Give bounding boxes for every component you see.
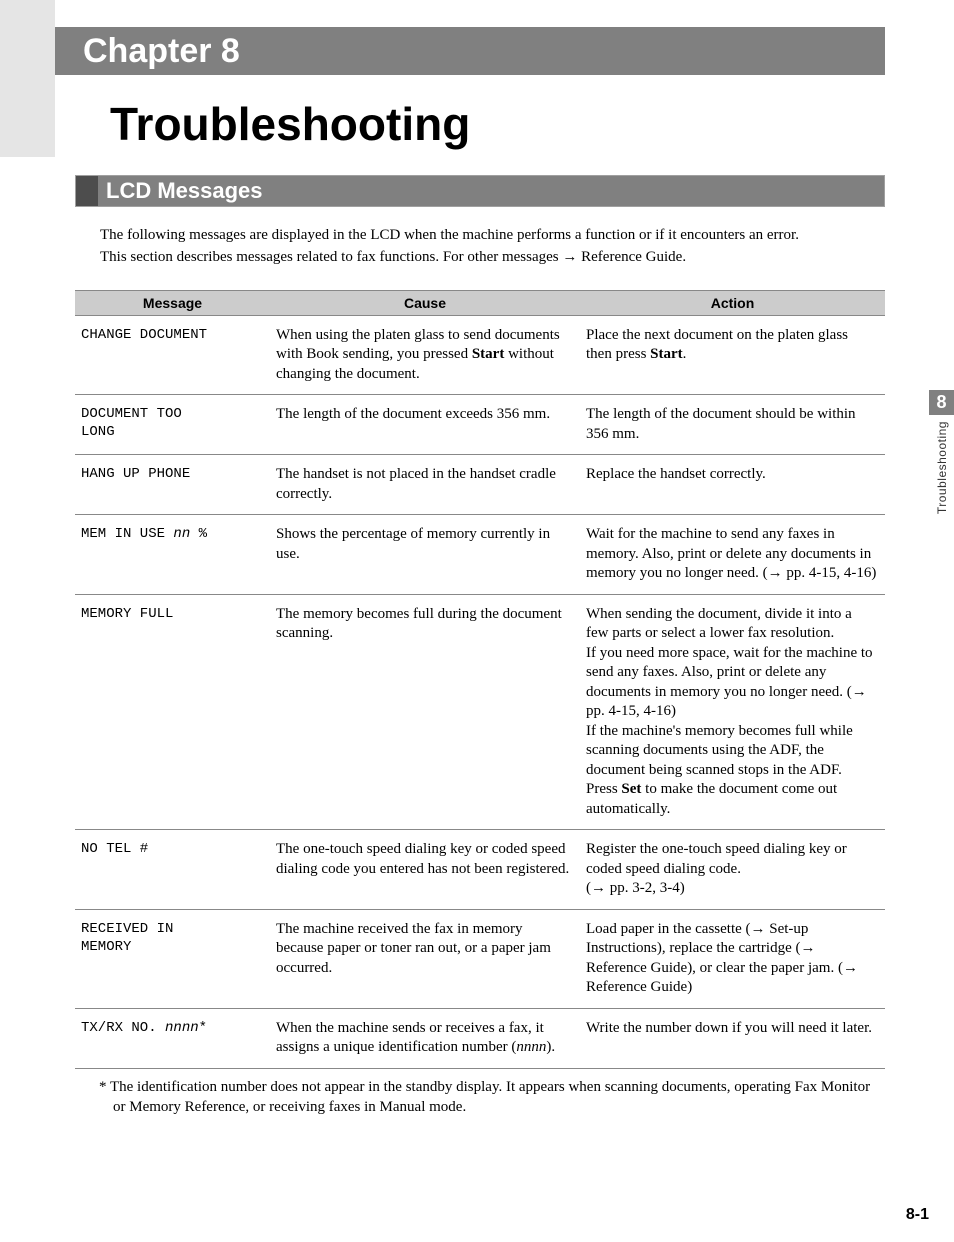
section-intro: The following messages are displayed in … — [75, 225, 885, 268]
chapter-label: Chapter 8 — [55, 27, 885, 75]
side-tab-number: 8 — [929, 390, 954, 415]
cell-cause: The one-touch speed dialing key or coded… — [270, 830, 580, 910]
cell-message: MEM IN USE nn % — [75, 515, 270, 595]
cell-action: Place the next document on the platen gl… — [580, 315, 885, 395]
cell-message: CHANGE DOCUMENT — [75, 315, 270, 395]
table-row: TX/RX NO. nnnn*When the machine sends or… — [75, 1008, 885, 1068]
col-action: Action — [580, 290, 885, 315]
cell-message: RECEIVED IN MEMORY — [75, 909, 270, 1008]
cell-cause: When using the platen glass to send docu… — [270, 315, 580, 395]
table-row: HANG UP PHONEThe handset is not placed i… — [75, 455, 885, 515]
col-message: Message — [75, 290, 270, 315]
table-row: DOCUMENT TOO LONGThe length of the docum… — [75, 395, 885, 455]
cell-cause: The memory becomes full during the docum… — [270, 594, 580, 830]
cell-action: The length of the document should be wit… — [580, 395, 885, 455]
table-row: NO TEL #The one-touch speed dialing key … — [75, 830, 885, 910]
chapter-title: Troubleshooting — [55, 75, 885, 151]
cell-message: NO TEL # — [75, 830, 270, 910]
cell-action: Register the one-touch speed dialing key… — [580, 830, 885, 910]
cell-message: HANG UP PHONE — [75, 455, 270, 515]
table-row: RECEIVED IN MEMORYThe machine received t… — [75, 909, 885, 1008]
col-cause: Cause — [270, 290, 580, 315]
table-row: MEM IN USE nn %Shows the percentage of m… — [75, 515, 885, 595]
side-tab-text: Troubleshooting — [935, 421, 949, 514]
page-content: LCD Messages The following messages are … — [75, 175, 885, 1117]
cell-action: Replace the handset correctly. — [580, 455, 885, 515]
cell-cause: When the machine sends or receives a fax… — [270, 1008, 580, 1068]
cell-cause: Shows the percentage of memory currently… — [270, 515, 580, 595]
cell-action: When sending the document, divide it int… — [580, 594, 885, 830]
chapter-header: Chapter 8 Troubleshooting — [55, 27, 885, 151]
cell-action: Load paper in the cassette (→ Set-up Ins… — [580, 909, 885, 1008]
cell-action: Write the number down if you will need i… — [580, 1008, 885, 1068]
table-header-row: Message Cause Action — [75, 290, 885, 315]
cell-message: DOCUMENT TOO LONG — [75, 395, 270, 455]
intro-line-2: This section describes messages related … — [100, 247, 885, 267]
messages-table: Message Cause Action CHANGE DOCUMENTWhen… — [75, 290, 885, 1069]
table-row: MEMORY FULLThe memory becomes full durin… — [75, 594, 885, 830]
section-heading-square — [76, 176, 98, 206]
section-heading-text: LCD Messages — [98, 176, 884, 206]
cell-cause: The machine received the fax in memory b… — [270, 909, 580, 1008]
cell-message: TX/RX NO. nnnn* — [75, 1008, 270, 1068]
cell-action: Wait for the machine to send any faxes i… — [580, 515, 885, 595]
cell-message: MEMORY FULL — [75, 594, 270, 830]
left-margin-bar — [0, 0, 55, 157]
page-number: 8-1 — [906, 1206, 929, 1224]
intro-line-1: The following messages are displayed in … — [100, 225, 885, 245]
cell-cause: The handset is not placed in the handset… — [270, 455, 580, 515]
side-tab: 8 Troubleshooting — [929, 390, 954, 514]
table-row: CHANGE DOCUMENTWhen using the platen gla… — [75, 315, 885, 395]
table-footnote: * The identification number does not app… — [75, 1069, 885, 1118]
cell-cause: The length of the document exceeds 356 m… — [270, 395, 580, 455]
section-heading-bar: LCD Messages — [75, 175, 885, 207]
